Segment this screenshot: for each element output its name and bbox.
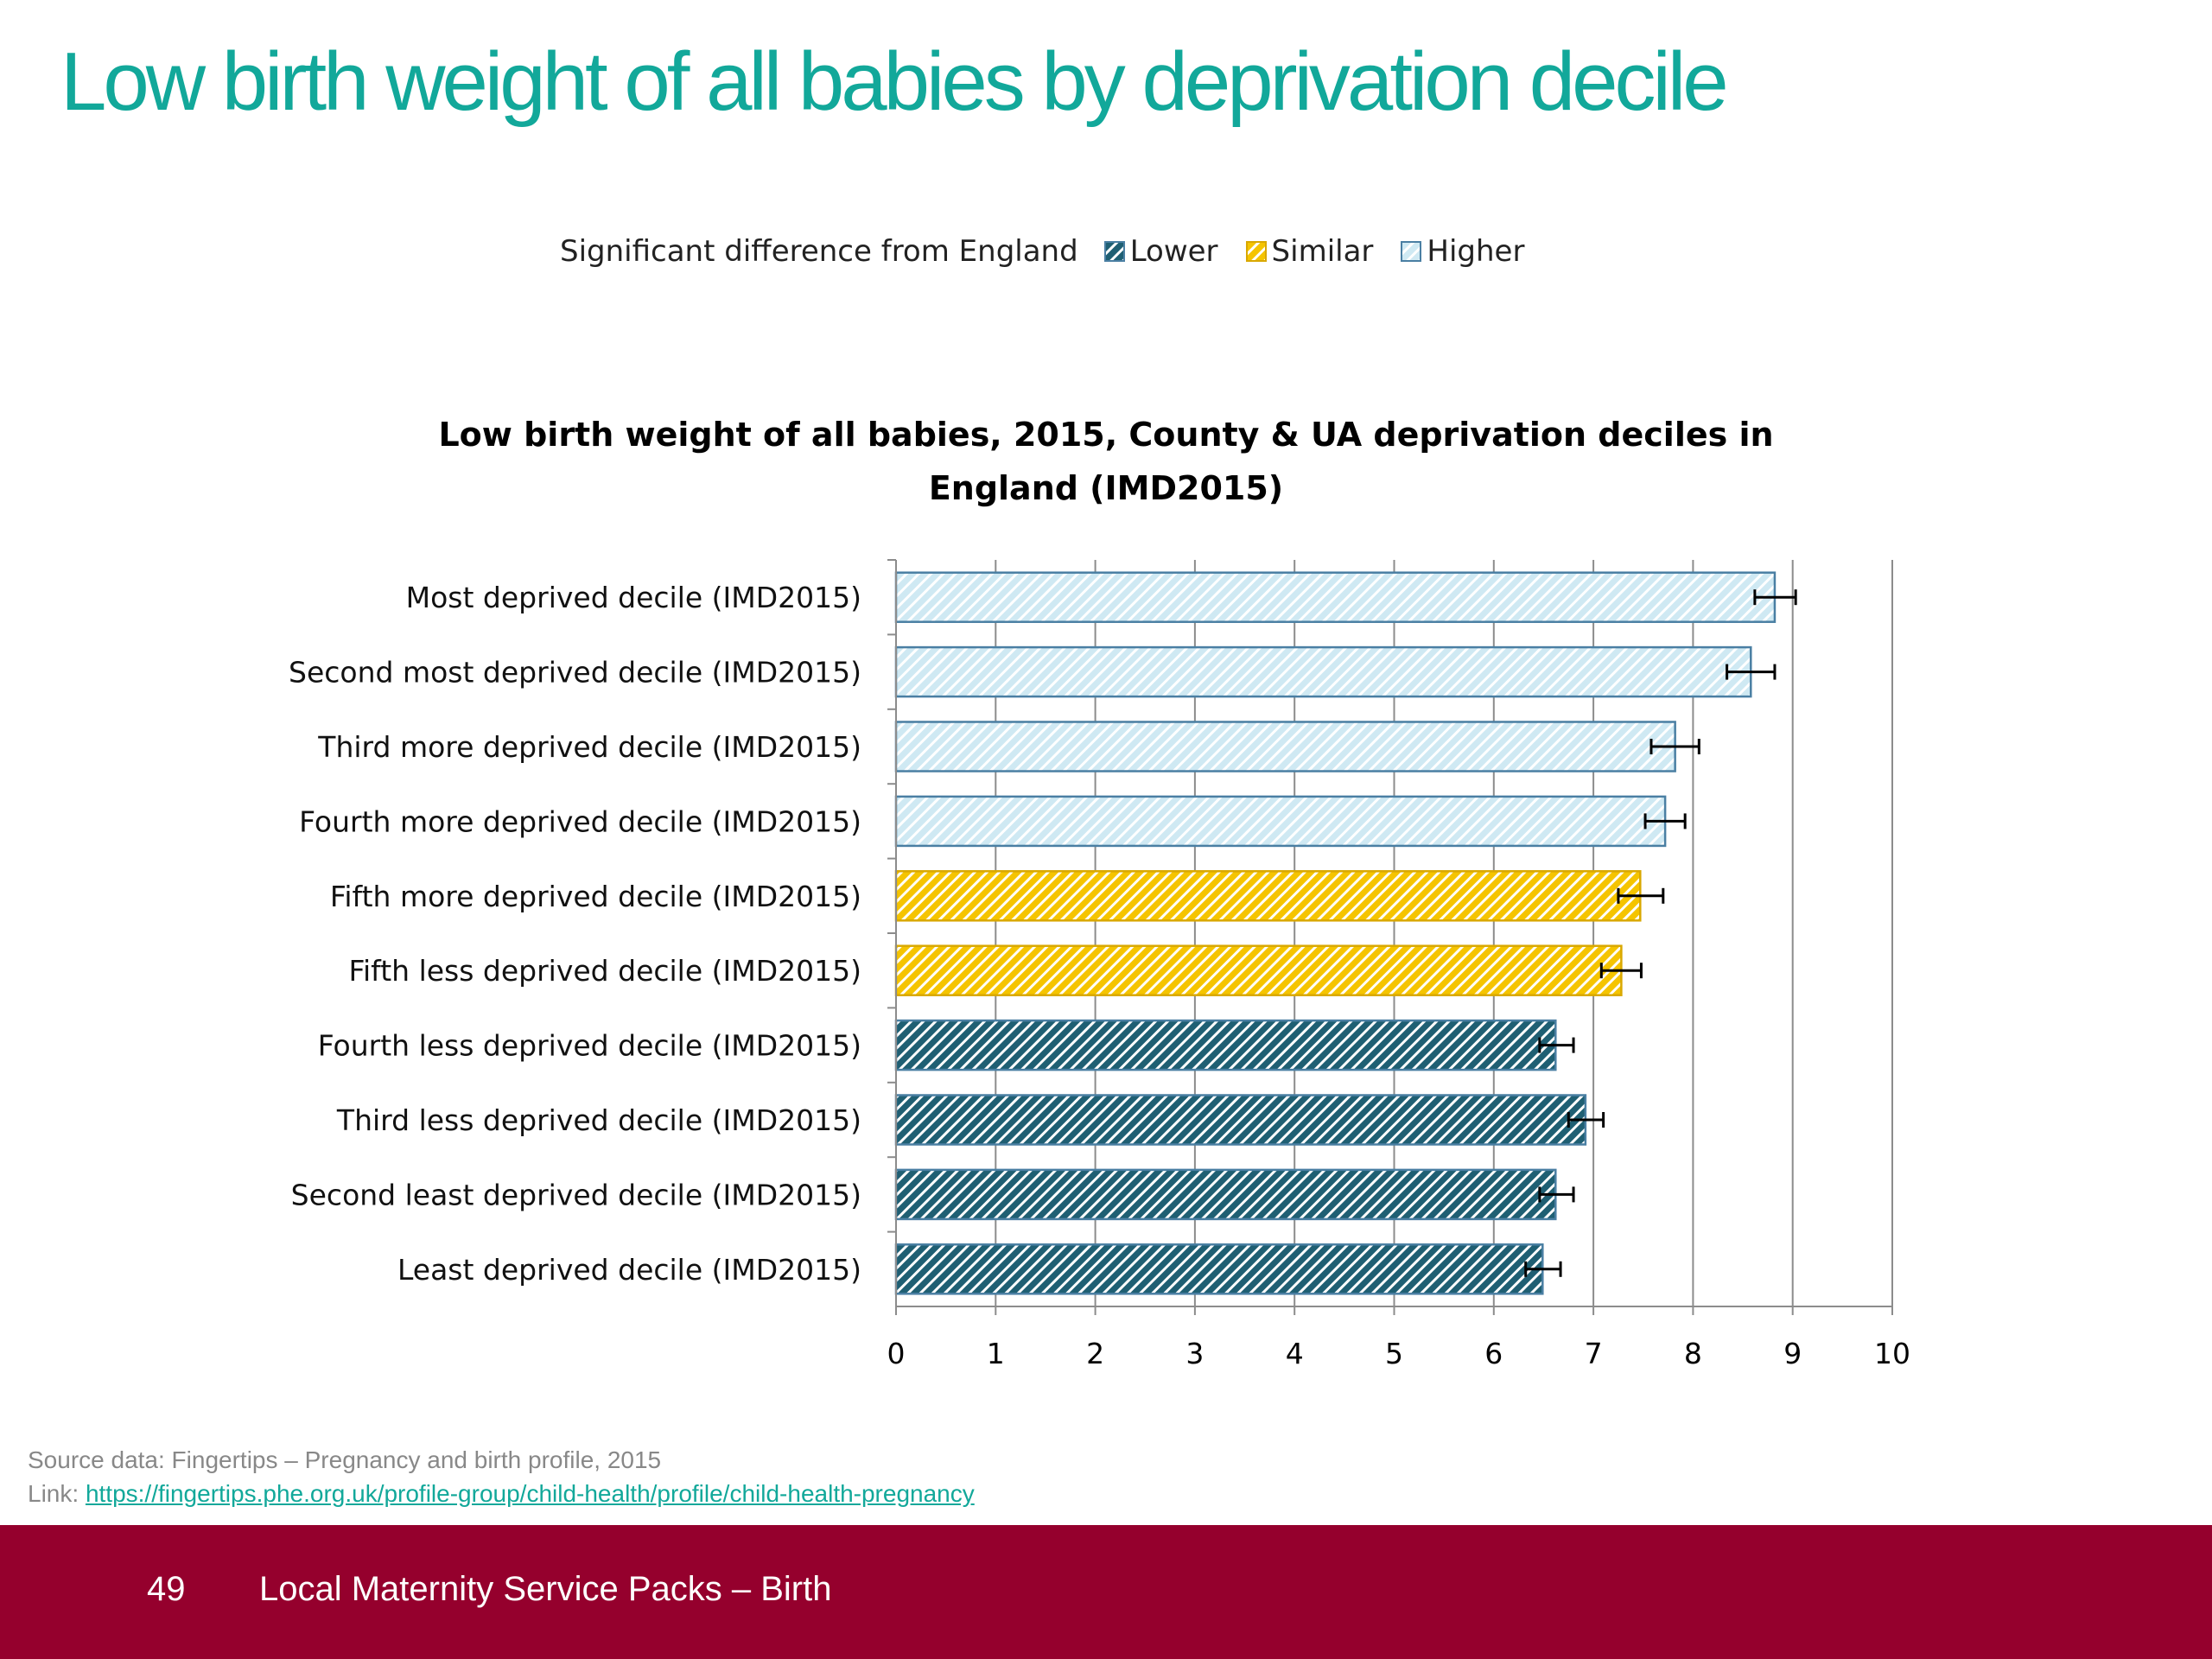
footer-text: Local Maternity Service Packs – Birth (259, 1570, 832, 1608)
legend-item-lower: Lower (1103, 234, 1218, 269)
similar-swatch-icon (1245, 241, 1267, 262)
category-label: Fourth more deprived decile (IMD2015) (299, 804, 861, 838)
legend-higher-label: Higher (1427, 234, 1525, 269)
slide-title: Low birth weight of all babies by depriv… (60, 35, 1729, 128)
category-label: Most deprived decile (IMD2015) (406, 581, 861, 614)
bar-lower (894, 1243, 1544, 1295)
chart-title-line-1: Low birth weight of all babies, 2015, Co… (438, 416, 1774, 454)
footer-bar: 49 Local Maternity Service Packs – Birth (0, 1525, 2212, 1659)
x-tick-label: 2 (1086, 1337, 1104, 1370)
lower-swatch-icon (1103, 241, 1125, 262)
source-link-line: Link: https://fingertips.phe.org.uk/prof… (28, 1477, 975, 1510)
legend-similar-label: Similar (1271, 234, 1374, 269)
bar-higher (894, 571, 1777, 623)
x-tick-label: 3 (1185, 1337, 1204, 1370)
tick-labels: 0 1 2 3 4 5 6 7 8 9 10 (887, 1337, 1911, 1370)
axes (887, 559, 1893, 1315)
source-text: Source data: Fingertips – Pregnancy and … (28, 1446, 662, 1473)
bar-chart: Most deprived decile (IMD2015) Second mos… (289, 559, 1911, 1370)
bars (894, 571, 1797, 1295)
chart-title-line-2: England (IMD2015) (928, 469, 1284, 507)
x-tick-label: 8 (1684, 1337, 1702, 1370)
source-link[interactable]: https://fingertips.phe.org.uk/profile-gr… (85, 1480, 975, 1507)
category-labels: Most deprived decile (IMD2015) Second mos… (289, 581, 861, 1287)
x-tick-label: 4 (1286, 1337, 1304, 1370)
category-label: Fourth less deprived decile (IMD2015) (318, 1029, 861, 1063)
higher-swatch-icon (1401, 241, 1422, 262)
chart-legend: Significant difference from England Lowe… (560, 230, 1552, 273)
bar-higher (894, 721, 1676, 772)
legend-lower-label: Lower (1129, 234, 1218, 269)
legend-item-higher: Higher (1401, 234, 1524, 269)
x-tick-label: 5 (1385, 1337, 1403, 1370)
source-note: Source data: Fingertips – Pregnancy and … (28, 1443, 975, 1510)
bar-lower (894, 1094, 1587, 1146)
category-label: Second least deprived decile (IMD2015) (291, 1178, 861, 1211)
category-label: Least deprived decile (IMD2015) (397, 1253, 861, 1287)
x-tick-label: 10 (1874, 1337, 1910, 1370)
category-label: Third less deprived decile (IMD2015) (336, 1103, 861, 1137)
x-tick-label: 9 (1783, 1337, 1802, 1370)
category-label: Fifth less deprived decile (IMD2015) (348, 954, 861, 988)
category-label: Third more deprived decile (IMD2015) (317, 730, 861, 764)
x-tick-label: 6 (1484, 1337, 1503, 1370)
source-link-prefix: Link: (28, 1480, 86, 1507)
bar-similar (894, 944, 1623, 996)
bar-higher (894, 795, 1667, 848)
page-number: 49 (147, 1570, 186, 1608)
bar-lower (894, 1019, 1557, 1071)
x-tick-label: 0 (887, 1337, 906, 1370)
category-label: Fifth more deprived decile (IMD2015) (330, 880, 861, 913)
bar-higher (894, 645, 1752, 698)
x-tick-label: 7 (1585, 1337, 1603, 1370)
x-tick-label: 1 (987, 1337, 1005, 1370)
category-label: Second most deprived decile (IMD2015) (289, 656, 861, 690)
bar-similar (894, 870, 1642, 922)
chart-title: Low birth weight of all babies, 2015, Co… (397, 408, 1815, 515)
legend-label: Significant difference from England (560, 234, 1078, 269)
legend-item-similar: Similar (1245, 234, 1374, 269)
bar-lower (894, 1168, 1557, 1221)
